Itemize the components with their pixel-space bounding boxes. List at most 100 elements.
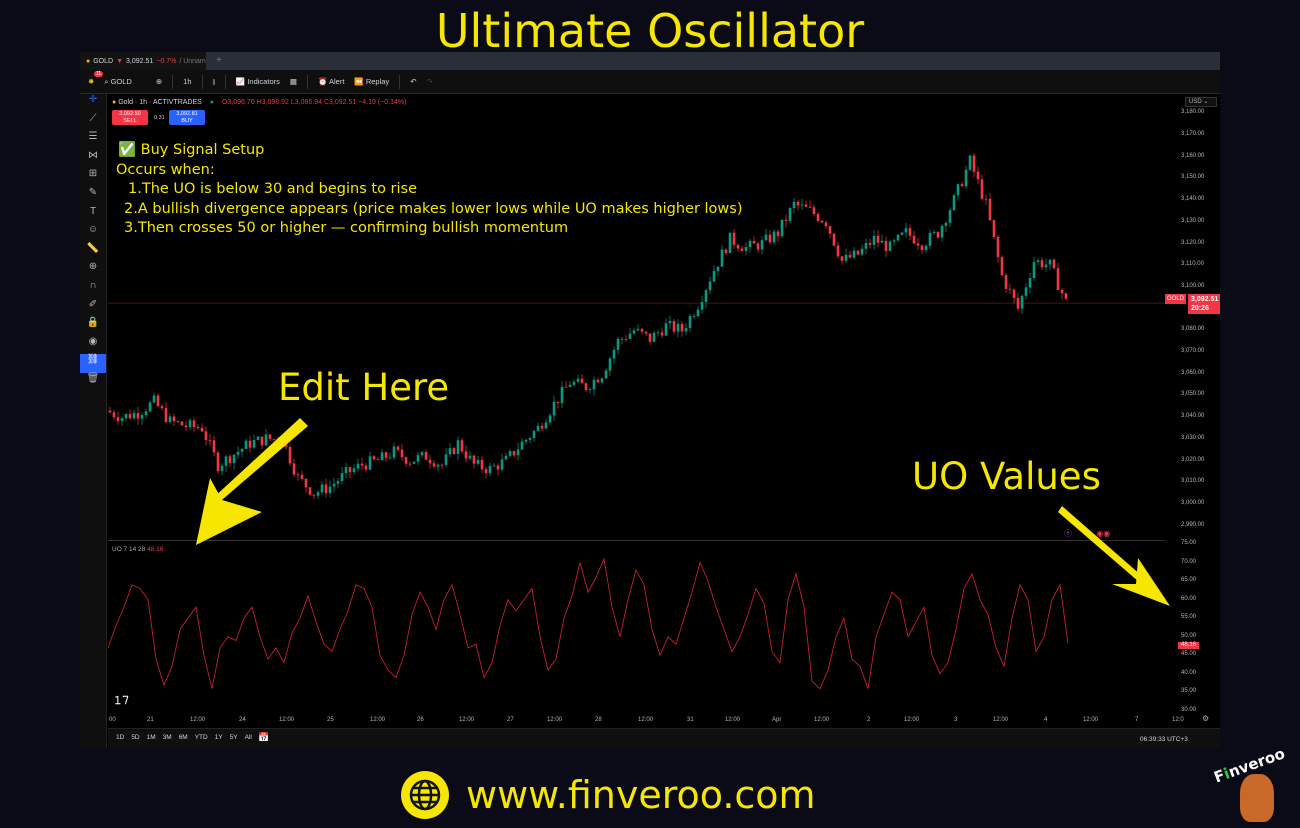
compare-icon[interactable]: ⊕: [155, 77, 163, 86]
candle: [260, 436, 264, 449]
range-5y[interactable]: 5Y: [229, 734, 238, 741]
sell-label: SELL: [123, 118, 137, 124]
candle: [572, 379, 576, 387]
candle: [404, 456, 408, 467]
magnet-icon[interactable]: ∩: [89, 279, 97, 291]
buy-label: BUY: [181, 118, 193, 124]
alert-button[interactable]: ⏰ Alert: [317, 77, 345, 86]
candle: [140, 412, 144, 425]
range-all[interactable]: All: [244, 734, 252, 741]
replay-button[interactable]: ⏪ Replay: [354, 77, 390, 86]
date-range-icon[interactable]: 📅: [258, 732, 270, 742]
price-axis[interactable]: USD ⌄ GOLD 3,092.51 20:26 3,180.00 3,170.…: [1165, 94, 1220, 541]
candle: [552, 395, 556, 422]
clock[interactable]: 06:39:33 UTC+3: [1140, 736, 1188, 743]
candle: [892, 238, 896, 246]
candle: [348, 466, 352, 479]
range-5d[interactable]: 5D: [131, 734, 140, 741]
time-axis[interactable]: 00 21 12:00 24 12:00 25 12:00 26 12:00 27 12:00 28 1…: [108, 714, 1220, 728]
candle: [916, 238, 920, 250]
account-icon[interactable]: ✸ 11: [88, 71, 104, 86]
range-1y[interactable]: 1Y: [214, 734, 223, 741]
candle: [148, 400, 152, 413]
range-ytd[interactable]: YTD: [194, 734, 208, 741]
time-axis-label: 12:00: [725, 717, 741, 723]
candle: [192, 417, 196, 433]
templates-icon[interactable]: ▦: [289, 77, 297, 86]
pattern-icon[interactable]: ⋈: [88, 149, 98, 161]
range-3m[interactable]: 3M: [162, 734, 172, 741]
top-toolbar: ✸ 11 ⌕ GOLD ⊕ 1h ⫾ 📈 Indicators ▦ ⏰ Alert…: [80, 70, 1220, 94]
sell-button[interactable]: 3,092.50 SELL: [112, 110, 148, 125]
indicators-button[interactable]: 📈 Indicators: [235, 77, 280, 86]
ruler-icon[interactable]: 📏: [86, 242, 100, 254]
undo-icon[interactable]: ↶: [410, 77, 417, 86]
zoom-icon[interactable]: ⊕: [88, 261, 98, 273]
candle: [1040, 257, 1044, 270]
candle: [372, 455, 376, 461]
time-axis-label: 12:00: [993, 717, 1009, 723]
candle: [536, 422, 540, 432]
candle: [204, 426, 208, 446]
candle: [440, 463, 444, 470]
range-1d[interactable]: 1D: [116, 734, 125, 741]
crosshair-icon[interactable]: ✛: [88, 94, 98, 105]
annotation-point: 3.Then crosses 50 or higher — confirming…: [124, 220, 569, 236]
candle: [636, 324, 640, 332]
candle: [228, 453, 232, 467]
candle: [848, 250, 852, 259]
candle: [292, 458, 296, 478]
market-status-icon: ●: [209, 99, 215, 106]
candle: [408, 461, 412, 468]
candle: [644, 331, 648, 337]
annotation-point: 2.A bullish divergence appears (price ma…: [124, 200, 743, 217]
candle: [520, 438, 524, 450]
candle: [1008, 283, 1012, 295]
uo-axis[interactable]: 48.16 75.00 70.00 65.00 60.00 55.00 50.00 45.0…: [1165, 540, 1220, 714]
trash-icon[interactable]: 🗑: [86, 372, 100, 384]
fib-icon[interactable]: ☰: [88, 131, 98, 143]
time-axis-label: 4: [1044, 717, 1048, 723]
trendline-icon[interactable]: ⟋: [89, 112, 97, 124]
uo-pane[interactable]: UO 7 14 28 48.16 𝟷𝟽 ⓔ ◉◉: [108, 529, 1165, 714]
candle: [988, 192, 992, 222]
time-axis-label: 12:00: [1083, 717, 1099, 723]
candle: [112, 409, 116, 421]
settings-icon[interactable]: ⚙: [1202, 714, 1210, 723]
candle: [388, 452, 392, 460]
redo-icon[interactable]: ↷: [426, 77, 433, 86]
candles-icon[interactable]: ⫾: [212, 76, 215, 86]
interval-button[interactable]: 1h: [183, 77, 192, 86]
candle: [312, 494, 316, 500]
add-tab-button[interactable]: +: [216, 55, 222, 66]
candle: [984, 194, 988, 206]
eye-icon[interactable]: ◉: [88, 335, 98, 347]
candle: [684, 322, 688, 336]
lock-drawing-icon[interactable]: ✐: [88, 298, 98, 310]
time-axis-label: 12:00: [814, 717, 830, 723]
symbol-search[interactable]: ⌕ GOLD: [104, 76, 132, 86]
tab-bar: ● GOLD ▼ 3,092.51 −0.7% / Unnam +: [80, 52, 1220, 70]
candle: [780, 219, 784, 238]
candle: [1024, 282, 1028, 300]
emoji-icon[interactable]: ☺: [87, 224, 99, 236]
buy-button[interactable]: 3,092.81 BUY: [169, 110, 205, 125]
candle: [732, 228, 736, 249]
range-1m[interactable]: 1M: [146, 734, 156, 741]
range-6m[interactable]: 6M: [178, 734, 188, 741]
website-link[interactable]: www.finveroo.com: [466, 773, 816, 817]
text-icon[interactable]: T: [89, 205, 97, 217]
brush-icon[interactable]: ✎: [88, 186, 98, 198]
time-axis-label: 12:00: [190, 717, 206, 723]
candle: [160, 403, 164, 411]
projection-icon[interactable]: ⊞: [88, 168, 98, 180]
price-axis-label: 3,150.00: [1181, 174, 1205, 181]
link-icon[interactable]: ⛓: [80, 354, 106, 373]
candle: [176, 420, 180, 424]
candle: [860, 244, 864, 256]
price-axis-label: 3,130.00: [1181, 217, 1205, 224]
candle: [600, 377, 604, 385]
tab-gold[interactable]: ● GOLD ▼ 3,092.51 −0.7% / Unnam: [80, 52, 206, 70]
currency-select[interactable]: USD ⌄: [1185, 97, 1217, 107]
lock-icon[interactable]: 🔒: [86, 317, 100, 329]
